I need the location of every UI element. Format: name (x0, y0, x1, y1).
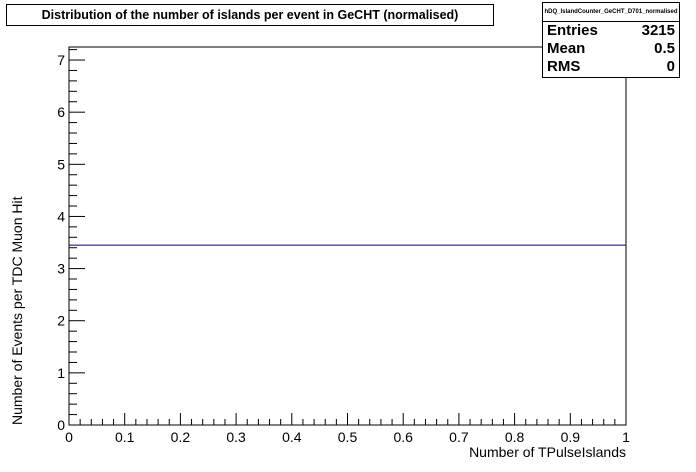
stats-histogram-name: hDQ_IslandCounter_GeCHT_D701_normalised (543, 3, 679, 22)
y-tick-label: 7 (57, 52, 65, 68)
y-tick-label: 5 (57, 156, 65, 172)
x-tick-label: 0.2 (171, 429, 191, 445)
y-axis-label: Number of Events per TDC Muon Hit (9, 196, 25, 425)
y-tick-label: 2 (57, 313, 65, 329)
x-tick-labels: 0 0.1 0.2 0.3 0.4 0.5 0.6 0.7 0.8 0.9 1 (65, 429, 630, 445)
y-tick-label: 1 (57, 365, 65, 381)
stats-box: hDQ_IslandCounter_GeCHT_D701_normalised … (542, 2, 680, 78)
y-tick-label: 3 (57, 261, 65, 277)
stats-label: Entries (547, 22, 598, 39)
y-tick-labels: 0 1 2 3 4 5 6 7 (57, 52, 65, 433)
x-tick-label: 1 (622, 429, 630, 445)
stats-row-entries: Entries 3215 (543, 22, 679, 40)
x-tick-label: 0.5 (338, 429, 358, 445)
x-tick-label: 0.6 (393, 429, 413, 445)
y-tick-label: 0 (57, 417, 65, 433)
stats-value: 3215 (641, 22, 675, 39)
x-tick-label: 0.1 (115, 429, 135, 445)
axis-ticks (68, 49, 627, 426)
chart-title: Distribution of the number of islands pe… (6, 4, 494, 26)
stats-row-rms: RMS 0 (543, 58, 679, 76)
stats-label: Mean (547, 40, 586, 57)
stats-value: 0 (666, 58, 675, 75)
stats-row-mean: Mean 0.5 (543, 40, 679, 58)
x-tick-label: 0.4 (282, 429, 302, 445)
x-tick-label: 0.8 (505, 429, 525, 445)
x-tick-label: 0 (65, 429, 73, 445)
stats-value: 0.5 (654, 40, 675, 57)
y-tick-label: 6 (57, 104, 65, 120)
x-axis-label: Number of TPulseIslands (469, 444, 626, 460)
stats-label: RMS (547, 58, 581, 75)
x-tick-label: 0.7 (449, 429, 469, 445)
plot-frame (68, 46, 627, 426)
x-tick-label: 0.9 (561, 429, 581, 445)
x-tick-label: 0.3 (226, 429, 246, 445)
y-tick-label: 4 (57, 208, 65, 224)
